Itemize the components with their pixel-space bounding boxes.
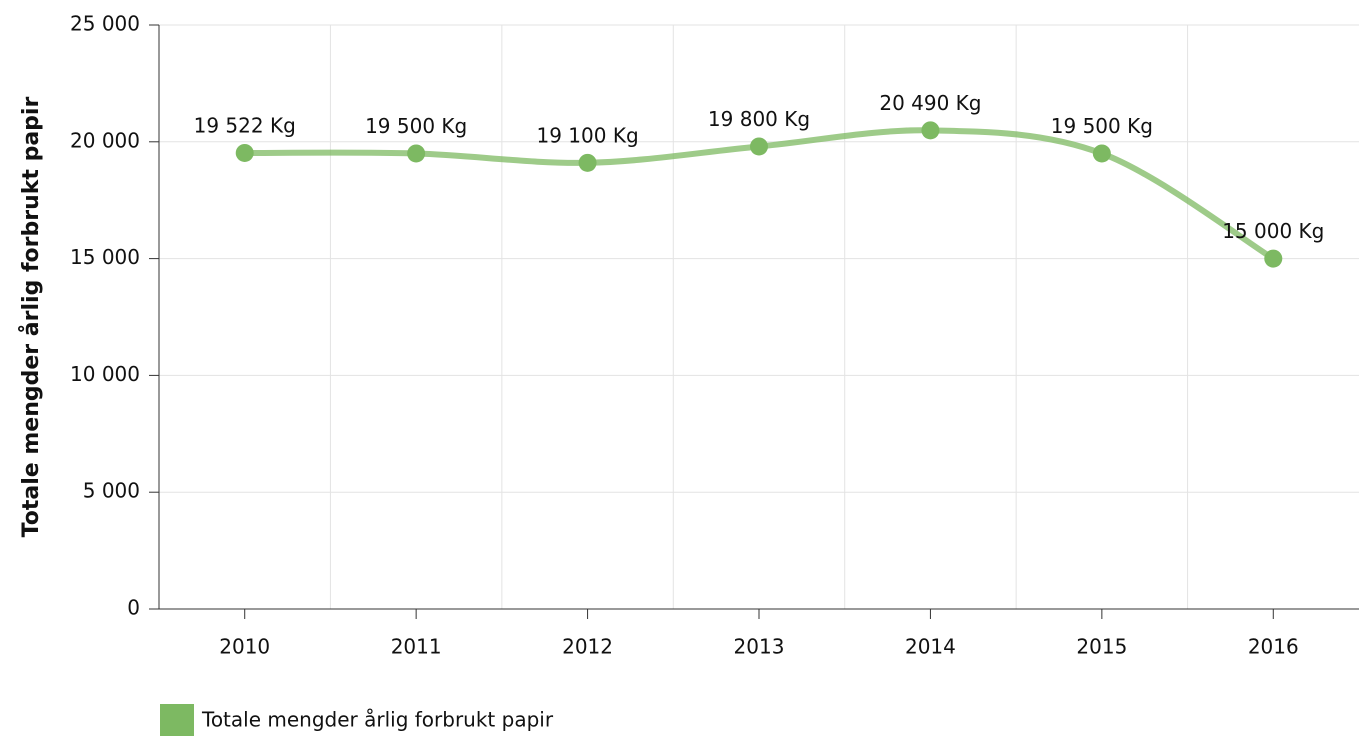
x-tick-label: 2010 bbox=[219, 635, 270, 659]
data-label: 19 100 Kg bbox=[536, 123, 638, 147]
y-tick-label: 20 000 bbox=[70, 128, 140, 152]
y-tick-label: 0 bbox=[127, 596, 140, 620]
data-label: 19 522 Kg bbox=[194, 113, 296, 137]
x-tick-label: 2014 bbox=[905, 635, 956, 659]
data-point bbox=[407, 144, 426, 163]
data-label: 19 800 Kg bbox=[708, 107, 810, 131]
y-tick-label: 5 000 bbox=[83, 479, 140, 503]
y-axis-title: Totale mengder årlig forbrukt papir bbox=[18, 97, 44, 538]
data-label: 15 000 Kg bbox=[1222, 219, 1324, 243]
data-point bbox=[235, 143, 254, 162]
legend-label: Totale mengder årlig forbrukt papir bbox=[201, 708, 554, 732]
data-point bbox=[1264, 249, 1283, 268]
x-tick-label: 2015 bbox=[1076, 635, 1127, 659]
x-tick-label: 2012 bbox=[562, 635, 613, 659]
data-label: 19 500 Kg bbox=[1051, 114, 1153, 138]
x-tick-label: 2016 bbox=[1248, 635, 1299, 659]
data-label: 19 500 Kg bbox=[365, 114, 467, 138]
data-point bbox=[921, 121, 940, 140]
data-label: 20 490 Kg bbox=[879, 91, 981, 115]
legend-swatch bbox=[160, 704, 194, 736]
y-tick-label: 10 000 bbox=[70, 362, 140, 386]
x-tick-label: 2011 bbox=[391, 635, 442, 659]
data-point bbox=[1092, 144, 1111, 163]
y-tick-label: 15 000 bbox=[70, 245, 140, 269]
y-tick-label: 25 000 bbox=[70, 12, 140, 36]
data-point bbox=[750, 137, 768, 156]
x-tick-label: 2013 bbox=[734, 635, 785, 659]
data-point bbox=[578, 153, 597, 172]
